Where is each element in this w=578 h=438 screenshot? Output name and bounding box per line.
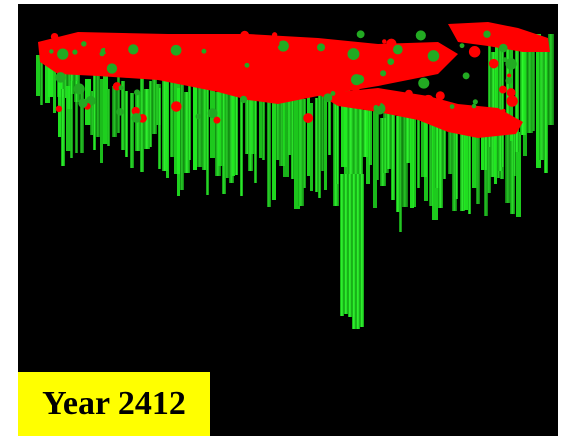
visualization-frame [18, 4, 558, 436]
3d-column-visualization [36, 22, 554, 329]
year-label: Year 2412 [18, 372, 210, 436]
tall-central-column [340, 174, 364, 329]
red-canopy [38, 22, 550, 138]
